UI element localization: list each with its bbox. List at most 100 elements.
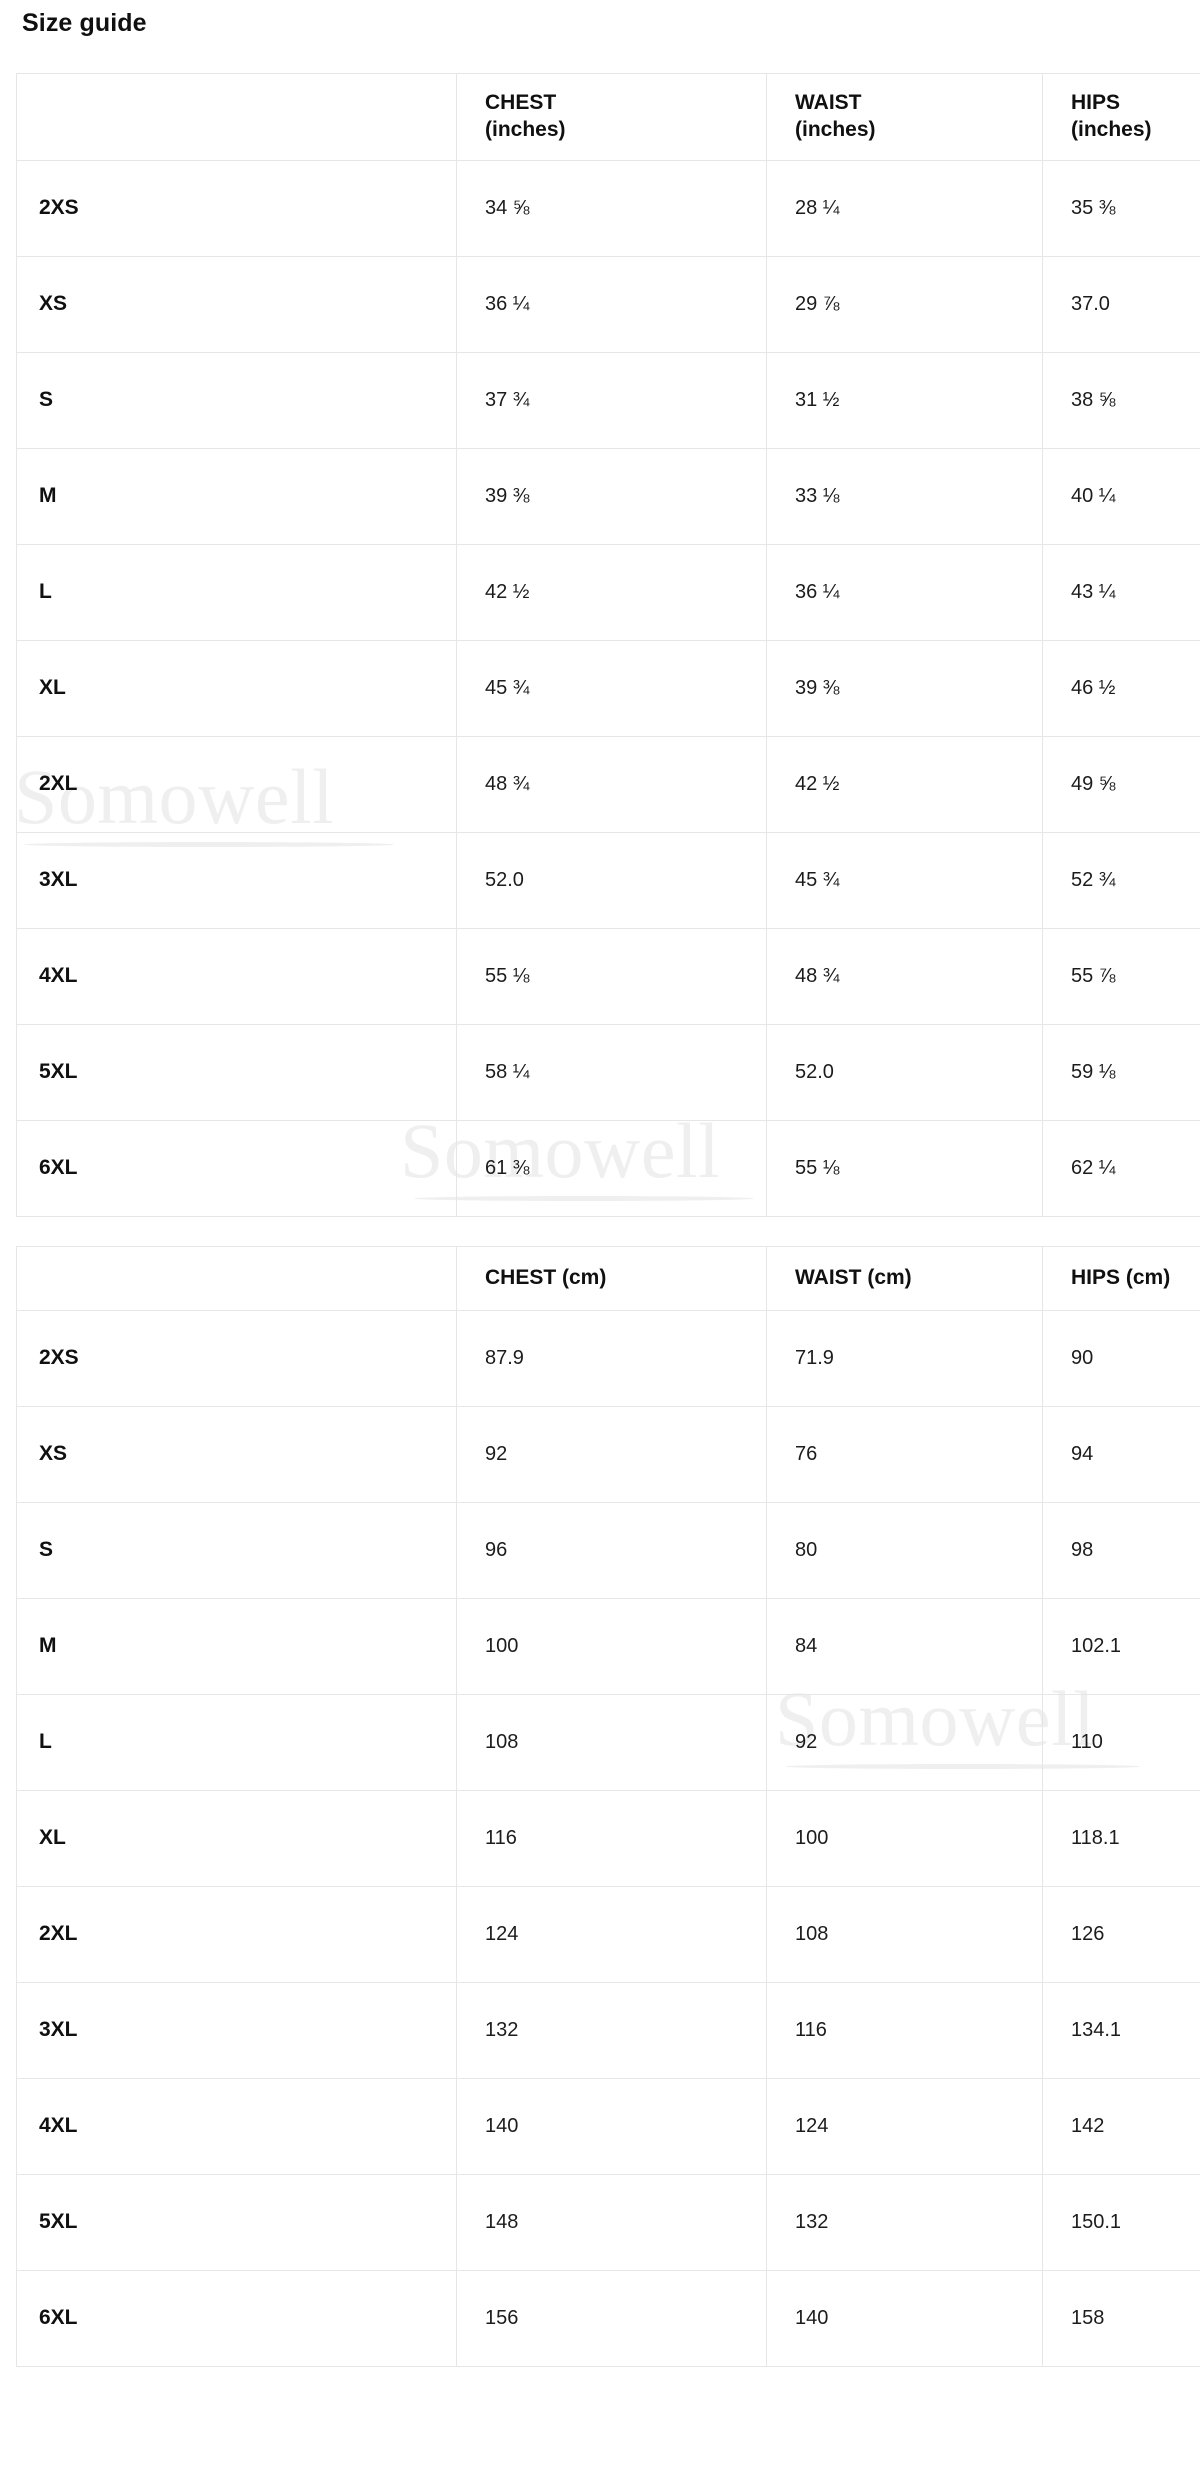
table-row: XL 45 ¾ 39 ⅜ 46 ½ bbox=[16, 639, 1200, 737]
table-row: XL 116 100 118.1 bbox=[16, 1789, 1200, 1887]
row-header-size: L bbox=[16, 1693, 457, 1791]
column-header-waist-line2: (inches) bbox=[795, 117, 876, 141]
cell-waist: 140 bbox=[766, 2269, 1043, 2367]
cell-waist: 45 ¾ bbox=[766, 831, 1043, 929]
cell-hips: 126 bbox=[1042, 1885, 1200, 1983]
table-header-row: CHEST (inches) WAIST (inches) HIPS (inch… bbox=[16, 73, 1200, 161]
row-header-size: XS bbox=[16, 1405, 457, 1503]
cell-chest: 34 ⅝ bbox=[456, 159, 767, 257]
row-header-size: 2XS bbox=[16, 159, 457, 257]
cell-waist: 116 bbox=[766, 1981, 1043, 2079]
cell-hips: 59 ⅛ bbox=[1042, 1023, 1200, 1121]
row-header-size: 2XL bbox=[16, 1885, 457, 1983]
cell-hips: 134.1 bbox=[1042, 1981, 1200, 2079]
cell-hips: 142 bbox=[1042, 2077, 1200, 2175]
row-header-size: 3XL bbox=[16, 831, 457, 929]
cell-waist: 132 bbox=[766, 2173, 1043, 2271]
row-header-size: XL bbox=[16, 1789, 457, 1887]
table-header-inches: CHEST (inches) WAIST (inches) HIPS (inch… bbox=[16, 73, 1200, 161]
table-row: 4XL 140 124 142 bbox=[16, 2077, 1200, 2175]
row-header-size: 3XL bbox=[16, 1981, 457, 2079]
cell-chest: 55 ⅛ bbox=[456, 927, 767, 1025]
cell-waist: 124 bbox=[766, 2077, 1043, 2175]
cell-chest: 52.0 bbox=[456, 831, 767, 929]
column-header-hips: HIPS (inches) bbox=[1042, 73, 1200, 161]
column-header-hips-line1: HIPS bbox=[1071, 91, 1121, 114]
cell-hips: 118.1 bbox=[1042, 1789, 1200, 1887]
row-header-size: 4XL bbox=[16, 927, 457, 1025]
table-row: 5XL 148 132 150.1 bbox=[16, 2173, 1200, 2271]
row-header-size: M bbox=[16, 447, 457, 545]
cell-waist: 48 ¾ bbox=[766, 927, 1043, 1025]
cell-waist: 28 ¼ bbox=[766, 159, 1043, 257]
row-header-size: 5XL bbox=[16, 1023, 457, 1121]
cell-chest: 124 bbox=[456, 1885, 767, 1983]
cell-chest: 48 ¾ bbox=[456, 735, 767, 833]
cell-waist: 31 ½ bbox=[766, 351, 1043, 449]
cell-waist: 71.9 bbox=[766, 1309, 1043, 1407]
column-header-waist: WAIST (inches) bbox=[766, 73, 1043, 161]
table-row: M 100 84 102.1 bbox=[16, 1597, 1200, 1695]
cell-hips: 158 bbox=[1042, 2269, 1200, 2367]
table-row: 6XL 61 ⅜ 55 ⅛ 62 ¼ bbox=[16, 1119, 1200, 1217]
table-header-cm: CHEST (cm) WAIST (cm) HIPS (cm) bbox=[16, 1245, 1200, 1311]
cell-hips: 49 ⅝ bbox=[1042, 735, 1200, 833]
table-row: 2XS 87.9 71.9 90 bbox=[16, 1309, 1200, 1407]
cell-hips: 43 ¼ bbox=[1042, 543, 1200, 641]
cell-chest: 61 ⅜ bbox=[456, 1119, 767, 1217]
row-header-size: 4XL bbox=[16, 2077, 457, 2175]
cell-hips: 102.1 bbox=[1042, 1597, 1200, 1695]
cell-hips: 62 ¼ bbox=[1042, 1119, 1200, 1217]
table-row: XS 36 ¼ 29 ⅞ 37.0 bbox=[16, 255, 1200, 353]
cell-waist: 55 ⅛ bbox=[766, 1119, 1043, 1217]
cell-hips: 46 ½ bbox=[1042, 639, 1200, 737]
cell-hips: 35 ⅜ bbox=[1042, 159, 1200, 257]
cell-waist: 29 ⅞ bbox=[766, 255, 1043, 353]
size-table-cm-wrapper: CHEST (cm) WAIST (cm) HIPS (cm) 2XS 87.9 7… bbox=[16, 1245, 1200, 2367]
cell-chest: 156 bbox=[456, 2269, 767, 2367]
cell-chest: 37 ¾ bbox=[456, 351, 767, 449]
row-header-size: S bbox=[16, 351, 457, 449]
column-header-waist-line1: WAIST bbox=[795, 91, 862, 114]
cell-chest: 45 ¾ bbox=[456, 639, 767, 737]
table-row: 3XL 52.0 45 ¾ 52 ¾ bbox=[16, 831, 1200, 929]
cell-waist: 80 bbox=[766, 1501, 1043, 1599]
row-header-size: 5XL bbox=[16, 2173, 457, 2271]
column-header-hips: HIPS (cm) bbox=[1042, 1245, 1200, 1311]
row-header-size: XS bbox=[16, 255, 457, 353]
table-row: S 37 ¾ 31 ½ 38 ⅝ bbox=[16, 351, 1200, 449]
cell-hips: 38 ⅝ bbox=[1042, 351, 1200, 449]
table-body-cm: 2XS 87.9 71.9 90 XS 92 76 94 S 96 80 98 M 100 84 102… bbox=[16, 1309, 1200, 2367]
size-guide-page: Size guide Somowell Somowell Somowell CH… bbox=[14, 9, 1200, 2367]
cell-chest: 100 bbox=[456, 1597, 767, 1695]
table-body-inches: 2XS 34 ⅝ 28 ¼ 35 ⅜ XS 36 ¼ 29 ⅞ 37.0 S 37 ¾ 31 ½… bbox=[16, 159, 1200, 1217]
table-row: 5XL 58 ¼ 52.0 59 ⅛ bbox=[16, 1023, 1200, 1121]
cell-hips: 94 bbox=[1042, 1405, 1200, 1503]
table-header-row: CHEST (cm) WAIST (cm) HIPS (cm) bbox=[16, 1245, 1200, 1311]
cell-waist: 100 bbox=[766, 1789, 1043, 1887]
table-row: L 108 92 110 bbox=[16, 1693, 1200, 1791]
cell-waist: 33 ⅛ bbox=[766, 447, 1043, 545]
table-row: 2XS 34 ⅝ 28 ¼ 35 ⅜ bbox=[16, 159, 1200, 257]
cell-chest: 92 bbox=[456, 1405, 767, 1503]
row-header-size: 6XL bbox=[16, 2269, 457, 2367]
row-header-size: 6XL bbox=[16, 1119, 457, 1217]
table-row: M 39 ⅜ 33 ⅛ 40 ¼ bbox=[16, 447, 1200, 545]
cell-waist: 84 bbox=[766, 1597, 1043, 1695]
table-row: 6XL 156 140 158 bbox=[16, 2269, 1200, 2367]
cell-hips: 40 ¼ bbox=[1042, 447, 1200, 545]
cell-chest: 96 bbox=[456, 1501, 767, 1599]
cell-hips: 37.0 bbox=[1042, 255, 1200, 353]
cell-chest: 108 bbox=[456, 1693, 767, 1791]
cell-waist: 92 bbox=[766, 1693, 1043, 1791]
cell-hips: 150.1 bbox=[1042, 2173, 1200, 2271]
table-row: XS 92 76 94 bbox=[16, 1405, 1200, 1503]
cell-hips: 55 ⅞ bbox=[1042, 927, 1200, 1025]
cell-waist: 52.0 bbox=[766, 1023, 1043, 1121]
row-header-size: 2XL bbox=[16, 735, 457, 833]
cell-waist: 36 ¼ bbox=[766, 543, 1043, 641]
cell-chest: 140 bbox=[456, 2077, 767, 2175]
cell-chest: 116 bbox=[456, 1789, 767, 1887]
row-header-size: XL bbox=[16, 639, 457, 737]
cell-hips: 90 bbox=[1042, 1309, 1200, 1407]
